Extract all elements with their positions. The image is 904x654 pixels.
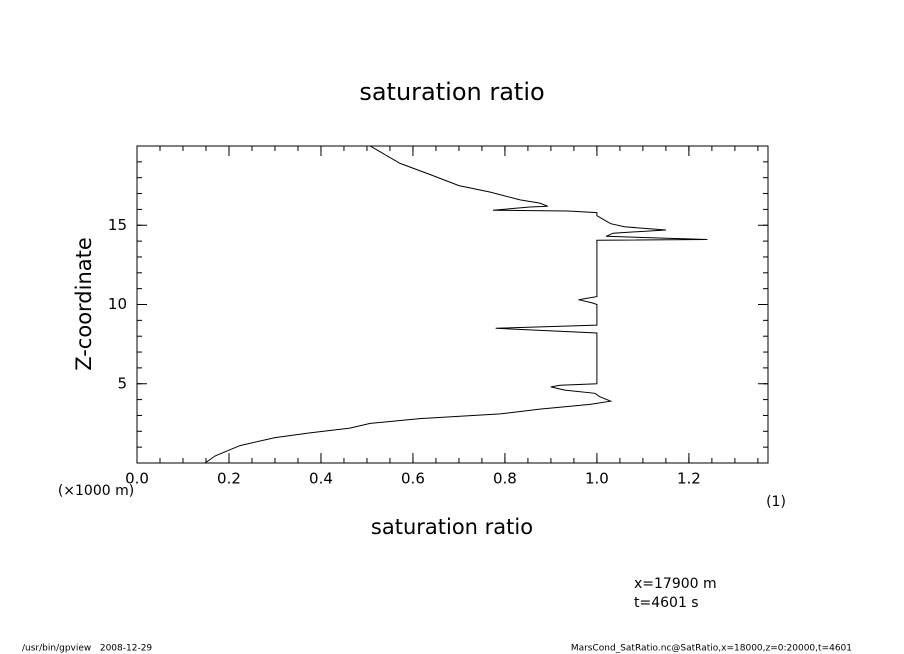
plot-frame [136,145,769,464]
profile-line [204,145,708,464]
y-tick-label: 15 [108,216,127,234]
x-tick-label: 0.4 [309,470,333,488]
annotation: t=4601 s [634,595,699,611]
x-tick-label: 1.2 [677,470,701,488]
y-axis-label: Z-coordinate [72,237,96,371]
x-tick-label: 1.0 [585,470,609,488]
x-tick-label: 0.2 [217,470,241,488]
chart-title: saturation ratio [359,78,544,106]
footer: /usr/bin/gpview 2008-12-29 [22,644,152,654]
y-tick-label: 10 [108,295,127,313]
x-axis-label: saturation ratio [371,515,533,539]
y-axis-unit: (×1000 m) [58,483,134,499]
footer: MarsCond_SatRatio.nc@SatRatio,x=18000,z=… [571,644,852,654]
x-tick-label: 0.8 [493,470,517,488]
x-tick-label: 0.0 [125,470,149,488]
annotation: x=17900 m [634,576,717,592]
y-tick-label: 5 [117,374,127,392]
x-tick-label: 0.6 [401,470,425,488]
x-axis-unit: (1) [766,494,786,510]
